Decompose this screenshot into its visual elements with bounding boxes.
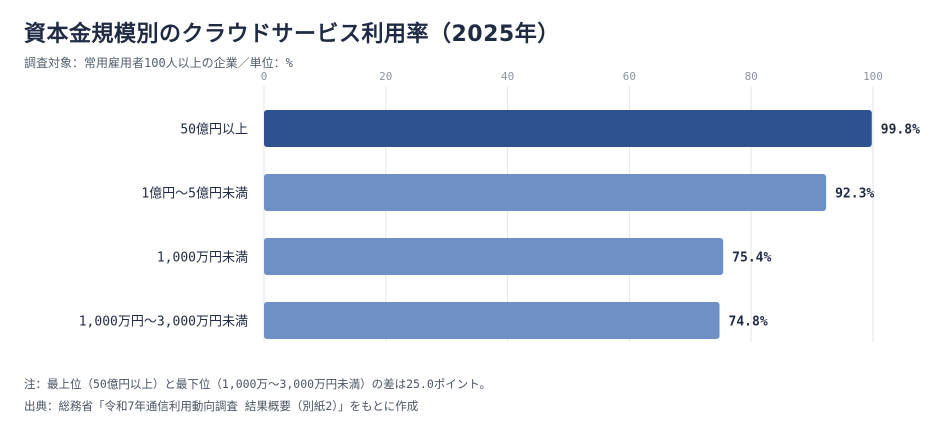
chart-source: 出典：総務省「令和7年通信利用動向調査 結果概要（別紙2）」をもとに作成 (24, 399, 419, 413)
bar (264, 238, 724, 275)
value-label: 75.4% (732, 251, 771, 266)
x-tick-label: 40 (501, 70, 514, 83)
bar (264, 302, 720, 339)
x-tick-label: 80 (745, 70, 758, 83)
x-tick-label: 0 (261, 70, 268, 83)
value-labels: 99.8% 92.3% 75.4% 74.8% (729, 123, 921, 330)
value-label: 92.3% (835, 187, 874, 202)
x-axis-ticks: 0 20 40 60 80 100 (261, 70, 883, 83)
value-label: 74.8% (729, 315, 768, 330)
bar (264, 110, 872, 147)
x-tick-label: 20 (379, 70, 392, 83)
category-label: 50億円以上 (180, 122, 248, 138)
x-tick-label: 100 (863, 70, 883, 83)
chart-title: 資本金規模別のクラウドサービス利用率（2025年） (24, 22, 560, 47)
category-label: 1億円～5億円未満 (141, 186, 248, 202)
bars (264, 110, 872, 339)
bar (264, 174, 827, 211)
value-label: 99.8% (881, 123, 920, 138)
category-labels: 50億円以上 1億円～5億円未満 1,000万円未満 1,000万円～3,000万円未… (79, 122, 248, 330)
chart-subtitle: 調査対象：常用雇用者100人以上の企業／単位：% (24, 56, 293, 70)
chart-note: 注：最上位（50億円以上）と最下位（1,000万～3,000万円未満）の差は25… (24, 377, 492, 391)
category-label: 1,000万円未満 (157, 251, 248, 266)
x-tick-label: 60 (623, 70, 636, 83)
category-label: 1,000万円～3,000万円未満 (79, 315, 248, 330)
